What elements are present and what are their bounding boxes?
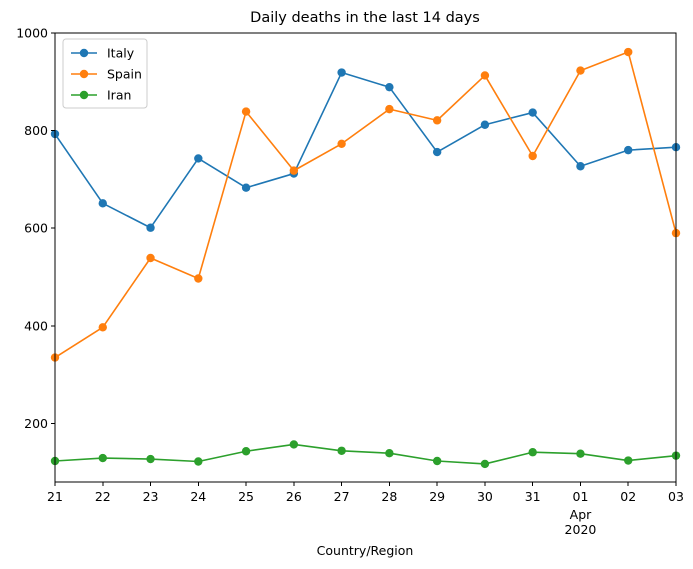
data-point xyxy=(241,107,251,116)
legend-marker xyxy=(79,48,89,58)
data-point xyxy=(289,440,299,449)
data-point xyxy=(624,145,633,155)
data-point xyxy=(528,108,537,117)
y-tick-label: 1000 xyxy=(16,26,48,41)
x-tick-secondary-label: 2020 xyxy=(565,522,597,537)
data-point xyxy=(146,223,155,232)
series-line-iran xyxy=(54,443,677,465)
series-iran xyxy=(50,440,681,469)
x-tick-label: 26 xyxy=(286,489,302,504)
data-point xyxy=(480,71,490,80)
y-tick-label: 800 xyxy=(24,123,48,138)
legend-item: Iran xyxy=(71,88,131,103)
x-tick-label: 21 xyxy=(47,489,63,504)
data-point xyxy=(576,66,585,75)
x-tick-label: 27 xyxy=(334,489,350,504)
data-point xyxy=(624,456,633,465)
data-point xyxy=(98,453,107,463)
data-point xyxy=(528,151,537,161)
legend-marker xyxy=(79,69,89,79)
data-point xyxy=(432,116,442,125)
data-point xyxy=(576,449,585,458)
x-tick-label: 28 xyxy=(381,489,397,504)
legend-marker xyxy=(79,90,89,100)
x-tick-label: 02 xyxy=(620,489,636,504)
x-tick-label: 30 xyxy=(477,489,493,504)
data-point xyxy=(289,166,299,175)
legend-item: Italy xyxy=(71,46,135,61)
data-point xyxy=(146,454,155,464)
plot-area xyxy=(50,47,681,469)
data-point xyxy=(480,120,490,129)
data-point xyxy=(241,183,251,192)
data-point xyxy=(385,104,394,114)
x-tick-label: 25 xyxy=(238,489,254,504)
x-axis-label: Country/Region xyxy=(317,543,414,558)
series-spain xyxy=(50,47,681,362)
data-point xyxy=(194,457,203,466)
axes: 200 400 600 800 1000 21 22 23 24 25 26 27 28 29 30 31 01… xyxy=(16,26,684,538)
x-tick-secondary-label: Apr xyxy=(570,507,592,522)
x-tick-label: 22 xyxy=(95,489,111,504)
x-tick-label: 01 xyxy=(573,489,589,504)
x-tick-label: 29 xyxy=(429,489,445,504)
y-tick-label: 600 xyxy=(24,221,48,236)
data-point xyxy=(385,82,394,92)
data-point xyxy=(432,147,442,157)
data-point xyxy=(337,446,346,455)
x-tick-label: 03 xyxy=(668,489,684,504)
legend-label: Italy xyxy=(107,46,135,61)
data-point xyxy=(337,68,346,77)
x-tick-label: 31 xyxy=(525,489,541,504)
data-point xyxy=(576,162,585,171)
data-point xyxy=(98,323,107,332)
data-point xyxy=(98,199,107,208)
data-point xyxy=(528,448,537,457)
data-point xyxy=(194,274,203,283)
axes-frame xyxy=(54,32,677,483)
y-tick-label: 400 xyxy=(24,318,48,333)
chart-title: Daily deaths in the last 14 days xyxy=(250,10,480,26)
series-line-spain xyxy=(54,51,677,359)
data-point xyxy=(146,253,155,263)
legend-item: Spain xyxy=(71,67,142,82)
legend-label: Iran xyxy=(107,88,131,103)
y-tick-label: 200 xyxy=(24,416,48,431)
data-point xyxy=(624,47,633,57)
data-point xyxy=(194,154,203,163)
data-point xyxy=(385,449,394,458)
data-point xyxy=(480,459,490,469)
legend-label: Spain xyxy=(107,67,142,82)
data-point xyxy=(432,456,442,466)
data-point xyxy=(337,139,346,148)
x-tick-label: 23 xyxy=(143,489,159,504)
data-point xyxy=(241,447,251,456)
series-line-italy xyxy=(54,71,677,229)
x-tick-label: 24 xyxy=(190,489,206,504)
legend: Italy Spain Iran xyxy=(62,38,148,109)
